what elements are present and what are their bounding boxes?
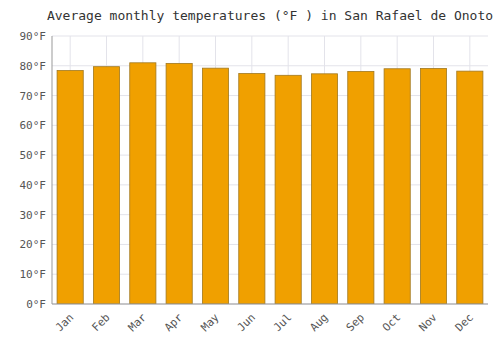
y-tick-label: 50°F — [20, 149, 47, 162]
x-tick-label: Nov — [416, 311, 440, 335]
y-tick-label: 0°F — [26, 298, 46, 311]
x-tick-label: Apr — [162, 311, 186, 335]
y-tick-label: 30°F — [20, 209, 47, 222]
x-tick-label: Sep — [344, 311, 367, 334]
y-grid-line — [52, 36, 488, 37]
y-tick-label: 80°F — [20, 60, 47, 73]
bar — [311, 74, 337, 304]
x-tick-label: Feb — [89, 311, 112, 334]
x-tick-label: Dec — [453, 311, 476, 334]
bar — [384, 69, 410, 304]
y-tick-label: 20°F — [20, 238, 47, 251]
bar — [130, 63, 156, 304]
y-tick-label: 60°F — [20, 119, 47, 132]
bar — [166, 63, 192, 304]
x-tick-label: Jan — [53, 311, 76, 334]
x-tick-label: Jul — [271, 311, 294, 334]
y-axis-line — [52, 36, 53, 304]
bar — [457, 71, 483, 304]
chart-svg: 0°F 10°F 20°F 30°F 40°F 50°F 60°F 70°F 80°F 90°F J… — [0, 0, 500, 350]
axes: 0°F 10°F 20°F 30°F 40°F 50°F 60°F 70°F 80°F 90°F — [20, 30, 489, 311]
bar — [93, 67, 119, 304]
x-tick-label: Aug — [307, 311, 330, 334]
x-tick-label: Mar — [126, 311, 150, 335]
y-grid-line — [52, 304, 488, 305]
bar — [239, 74, 265, 304]
bars — [57, 63, 483, 304]
bar — [275, 75, 301, 304]
x-tick-label: May — [198, 311, 222, 335]
chart-title: Average monthly temperatures (°F ) in Sa… — [47, 8, 493, 23]
x-tick-label: Jun — [235, 311, 258, 334]
chart-container: 0°F 10°F 20°F 30°F 40°F 50°F 60°F 70°F 80°F 90°F J… — [0, 0, 500, 350]
bar — [420, 68, 446, 304]
y-tick-label: 90°F — [20, 30, 47, 43]
y-tick-label: 70°F — [20, 90, 47, 103]
y-grid-line — [52, 65, 488, 66]
bar — [57, 71, 83, 304]
bar — [348, 71, 374, 304]
bar — [202, 68, 228, 304]
y-tick-label: 10°F — [20, 268, 47, 281]
x-axis-line — [52, 304, 488, 305]
y-tick-label: 40°F — [20, 179, 47, 192]
x-tick-label: Oct — [380, 311, 403, 334]
